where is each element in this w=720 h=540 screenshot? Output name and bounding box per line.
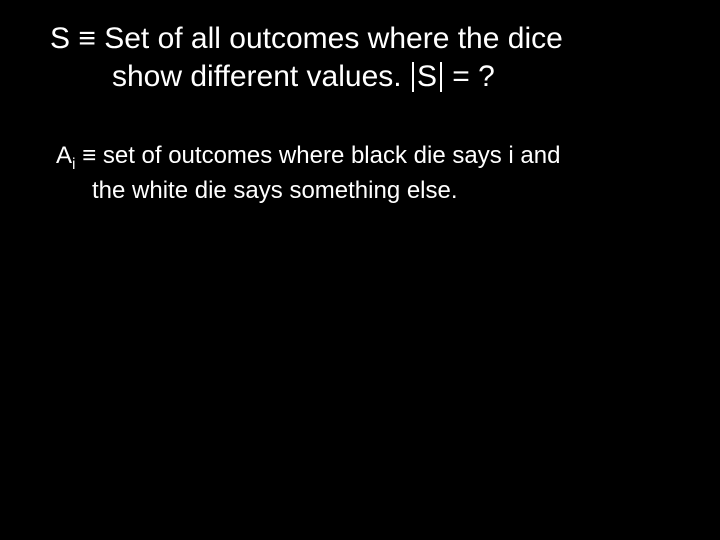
cardinality-bars: S: [412, 62, 442, 92]
slide: S ≡ Set of all outcomes where the dice s…: [0, 0, 720, 540]
body-line-2: the white die says something else.: [56, 175, 664, 206]
body-text-2: the white die says something else.: [92, 177, 458, 204]
title-line-1: S ≡ Set of all outcomes where the dice: [50, 20, 680, 58]
slide-title: S ≡ Set of all outcomes where the dice s…: [50, 20, 680, 95]
title-s: S: [50, 22, 78, 55]
body-line-1: Ai ≡ set of outcomes where black die say…: [56, 140, 664, 175]
title-text-1: Set of all outcomes where the dice: [96, 22, 563, 55]
title-line-2: show different values. S = ?: [50, 58, 680, 96]
cardinality-inner: S: [417, 60, 437, 93]
title-text-2: show different values.: [112, 60, 410, 93]
body-text-1: set of outcomes where black die says i a…: [96, 142, 560, 169]
equiv-symbol: ≡: [78, 22, 96, 55]
equiv-symbol: ≡: [82, 142, 96, 169]
body-A: A: [56, 142, 72, 169]
title-suffix: = ?: [444, 60, 495, 93]
slide-body: Ai ≡ set of outcomes where black die say…: [56, 140, 664, 206]
